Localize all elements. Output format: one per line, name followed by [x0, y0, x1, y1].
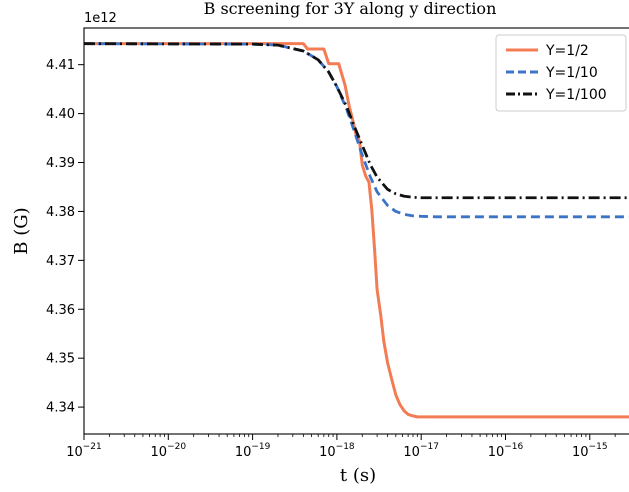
x-axis-title: t (s) [340, 465, 376, 486]
y-tick-label: 4.40 [46, 107, 75, 122]
x-tick-label: 10−16 [488, 442, 524, 460]
x-tick-label: 10−20 [151, 442, 187, 460]
x-tick-label: 10−19 [235, 442, 271, 460]
y-tick-label: 4.38 [46, 205, 75, 220]
y-tick-label: 4.41 [46, 58, 75, 73]
chart-title: B screening for 3Y along y direction [204, 0, 497, 18]
series-line-2 [84, 42, 629, 219]
y-axis: 4.34 4.35 4.36 4.37 4.38 4.39 4.40 4.41 [46, 58, 84, 416]
y-tick-label: 4.34 [46, 401, 75, 416]
x-tick-label: 10−18 [319, 442, 355, 460]
y-axis-title: B (G) [11, 207, 32, 254]
x-axis: 10−21 10−20 10−19 10−18 10−17 10−16 10−15 [66, 434, 616, 460]
plot-frame [83, 27, 629, 435]
x-tick-label: 10−21 [66, 442, 102, 460]
series-line-3 [84, 42, 629, 200]
y-tick-label: 4.39 [46, 156, 75, 171]
legend-label-3: Y=1/100 [545, 87, 607, 103]
y-tick-label: 4.37 [46, 254, 75, 269]
legend-box [495, 34, 627, 112]
series-line-1 [84, 42, 629, 419]
legend-label-1: Y=1/2 [545, 43, 589, 59]
x-tick-label: 10−17 [403, 442, 439, 460]
y-tick-label: 4.36 [46, 303, 75, 318]
y-tick-label: 4.35 [46, 352, 75, 367]
legend-label-2: Y=1/10 [545, 65, 598, 81]
legend: Y=1/2 Y=1/10 Y=1/100 [495, 34, 627, 112]
x-tick-label: 10−15 [572, 442, 608, 460]
plot-area [83, 27, 629, 435]
y-offset-label: 1e12 [84, 11, 117, 26]
